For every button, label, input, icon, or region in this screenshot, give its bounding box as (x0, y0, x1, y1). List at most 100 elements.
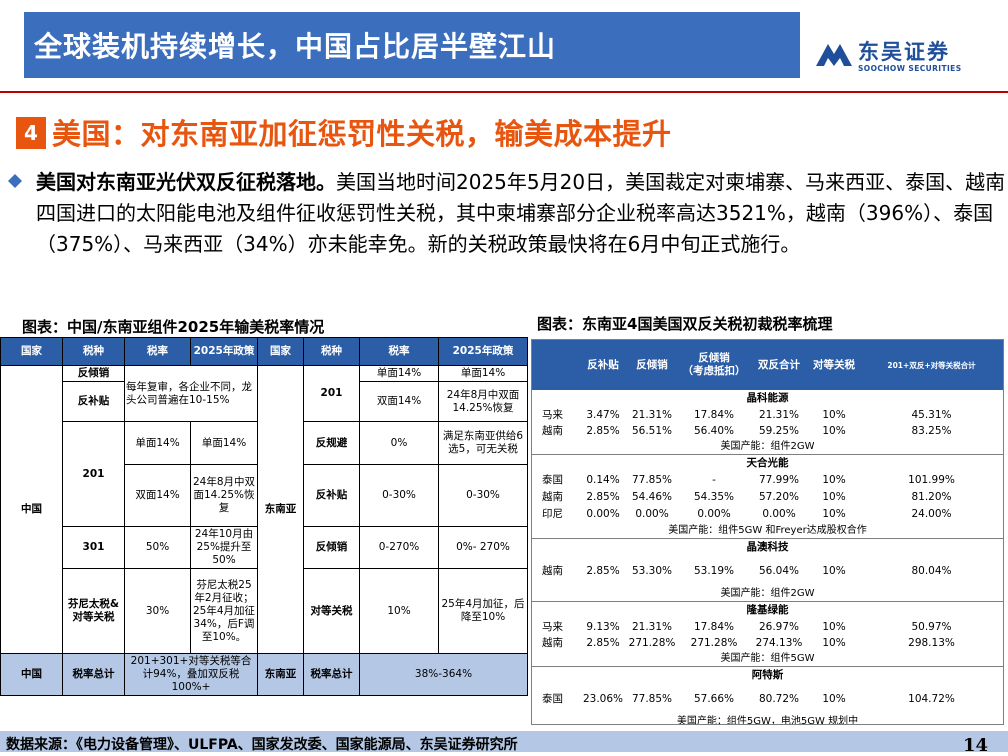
t1-cell: 24年8月中双面14.25%恢复 (438, 381, 528, 422)
t1-header-rate: 税率 (124, 337, 191, 366)
t2-cell-ad_net: 17.84% (693, 408, 735, 421)
t1-header-country: 国家 (0, 337, 63, 366)
t2-cell-ad_net: 0.00% (697, 508, 731, 520)
footer-bar (0, 731, 1008, 752)
t2-cell-sum: 57.20% (758, 491, 800, 503)
company-name: 晶澳科技 (532, 538, 1003, 556)
t2-cell-ad: 53.30% (631, 564, 673, 577)
t1-cell: 0-30% (438, 464, 528, 527)
data-source: 数据来源：《电力设备管理》、ULFPA、国家发改委、国家能源局、东吴证券研究所 (6, 737, 518, 753)
tariff-table-companies: 反补贴 反倾销 反倾销 （考虑抵扣） 双反合计 对等关税 201+双反+对等关税… (531, 339, 1004, 725)
t2-cell-sum: 0.00% (762, 508, 796, 520)
table1-caption: 图表：中国/东南亚组件2025年输美税率情况 (22, 318, 325, 336)
t2-cell-country: 印尼 (542, 508, 563, 520)
t1-header-tax-2: 税种 (303, 337, 360, 366)
paragraph-body: 美国当地时间2025年5月20日，美国裁定对柬埔寨、马来西亚、泰国、越南四国进口… (36, 170, 1006, 256)
header-divider (0, 91, 1008, 93)
t2-cell-total: 104.72% (908, 692, 955, 705)
t2-header-cvd: 反补贴 (580, 340, 626, 390)
t1-cell: 单面14% (190, 421, 258, 465)
t2-cell-recip: 10% (822, 564, 846, 577)
t2-cell-total: 50.97% (911, 620, 952, 633)
t2-cell-recip: 10% (822, 424, 846, 437)
t1-cell-china: 中国 (0, 365, 63, 654)
table-row: 泰国 23.06% 77.85% 57.66% 80.72% 10% 104.72% (532, 684, 1003, 714)
t2-cell-country: 马来 (542, 408, 563, 421)
t2-cell-ad_net: 17.84% (693, 620, 735, 633)
section-number: 4 (16, 117, 46, 149)
t2-cell-sum: 80.72% (758, 692, 800, 705)
t1-cell: 50% (124, 526, 191, 569)
t2-cell-cvd: 23.06% (582, 692, 624, 705)
t1-cell: 每年复审，各企业不同，龙头公司普遍在10-15% (124, 365, 258, 422)
tariff-table-china-sea: 国家 税种 税率 2025年政策 国家 税种 税率 2025年政策 中国 反倾销… (0, 337, 528, 696)
t2-cell-recip: 10% (822, 636, 846, 649)
t2-cell-ad_net: 57.66% (693, 692, 735, 705)
capacity-note: 美国产能：组件5GW 和Freyer达成股权合作 (668, 525, 867, 536)
t1-header-tax: 税种 (62, 337, 125, 366)
t2-cell-cvd: 2.85% (586, 491, 620, 503)
t1-cell: 满足东南亚供给6选5，可无关税 (438, 421, 528, 465)
t1-cell: 0%- 270% (438, 526, 528, 569)
section-title: 美国：对东南亚加征惩罚性关税，输美成本提升 (52, 117, 672, 151)
t2-cell-total: 45.31% (911, 408, 952, 421)
table-row: 印尼 0.00% 0.00% 0.00% 0.00% 10% 24.00% (532, 506, 1003, 523)
capacity-note: 美国产能：组件2GW (720, 588, 815, 599)
t1-cell: 0% (359, 421, 439, 465)
t2-cell-sum: 274.13% (755, 636, 803, 649)
t2-header-sum: 双反合计 (750, 340, 808, 390)
t2-cell-ad_net: 53.19% (693, 564, 735, 577)
t2-cell-recip: 10% (822, 508, 846, 520)
t2-cell-cvd: 2.85% (586, 636, 620, 649)
t1-cell: 芬尼太税25年2月征收；25年4月加征34%，后F调至10%。 (190, 568, 258, 654)
t2-cell-ad: 56.51% (631, 424, 673, 437)
t2-cell-country: 泰国 (542, 474, 563, 486)
t2-cell-cvd: 9.13% (586, 620, 620, 633)
t2-cell-cvd: 2.85% (586, 564, 620, 577)
t1-header-policy-2: 2025年政策 (438, 337, 528, 366)
t2-header-total: 201+双反+对等关税合计 (860, 340, 1003, 390)
t2-cell-cvd: 3.47% (586, 408, 620, 421)
t2-cell-total: 83.25% (911, 424, 952, 437)
t2-cell-cvd: 0.00% (586, 508, 620, 520)
t1-cell: 芬尼太税&对等关税 (62, 568, 125, 654)
t1-cell: 201 (62, 421, 125, 527)
t1-cell: 0-270% (359, 526, 439, 569)
t2-cell-ad: 271.28% (628, 636, 676, 649)
t2-cell-total: 81.20% (911, 491, 952, 503)
table-row: 马来 9.13% 21.31% 17.84% 26.97% 10% 50.97% (532, 619, 1003, 635)
t2-cell-ad_net: 56.40% (693, 424, 735, 437)
t2-cell-ad_net: - (712, 474, 716, 486)
t2-cell-sum: 26.97% (758, 620, 800, 633)
t1-cell: 301 (62, 526, 125, 569)
t2-table: 反补贴 反倾销 反倾销 （考虑抵扣） 双反合计 对等关税 201+双反+对等关税… (532, 340, 1003, 725)
t2-cell-recip: 10% (822, 474, 846, 486)
t1-header-rate-2: 税率 (359, 337, 439, 366)
t2-cell-country: 越南 (542, 636, 563, 649)
t2-cell-cvd: 2.85% (586, 424, 620, 437)
company-name: 晶科能源 (746, 392, 789, 404)
t1-cell: 0-30% (359, 464, 439, 527)
t1-cell: 单面14% (124, 421, 191, 465)
t2-cell-recip: 10% (822, 620, 846, 633)
t1-cell: 24年8月中双面14.25%恢复 (190, 464, 258, 527)
t2-cell-ad_net: 54.35% (693, 491, 735, 503)
table-row: 越南 2.85% 271.28% 271.28% 274.13% 10% 298.13% (532, 635, 1003, 651)
t1-cell: 反倾销 (303, 526, 360, 569)
capacity-note: 美国产能：组件5GW，电池5GW 规划中 (676, 716, 859, 725)
t2-cell-ad: 21.31% (631, 620, 673, 633)
capacity-note: 美国产能：组件5GW (720, 653, 815, 664)
t2-cell-ad_net: 271.28% (690, 636, 738, 649)
table-row: 越南 2.85% 53.30% 53.19% 56.04% 10% 80.04% (532, 556, 1003, 586)
page-title: 全球装机持续增长，中国占比居半壁江山 (34, 30, 557, 63)
capacity-note: 美国产能：组件2GW (720, 441, 815, 452)
table-row: 泰国 0.14% 77.85% - 77.99% 10% 101.99% (532, 472, 1003, 489)
table2-caption: 图表：东南亚4国美国双反关税初裁税率梳理 (537, 315, 833, 333)
title-banner: 全球装机持续增长，中国占比居半壁江山 (24, 12, 800, 78)
t2-cell-total: 80.04% (911, 564, 952, 577)
t1-cell: 30% (124, 568, 191, 654)
t2-cell-sum: 56.04% (758, 564, 800, 577)
t2-header-ad-net: 反倾销 （考虑抵扣） (678, 340, 750, 390)
t2-cell-recip: 10% (822, 692, 846, 705)
page-number: 14 (962, 735, 988, 756)
